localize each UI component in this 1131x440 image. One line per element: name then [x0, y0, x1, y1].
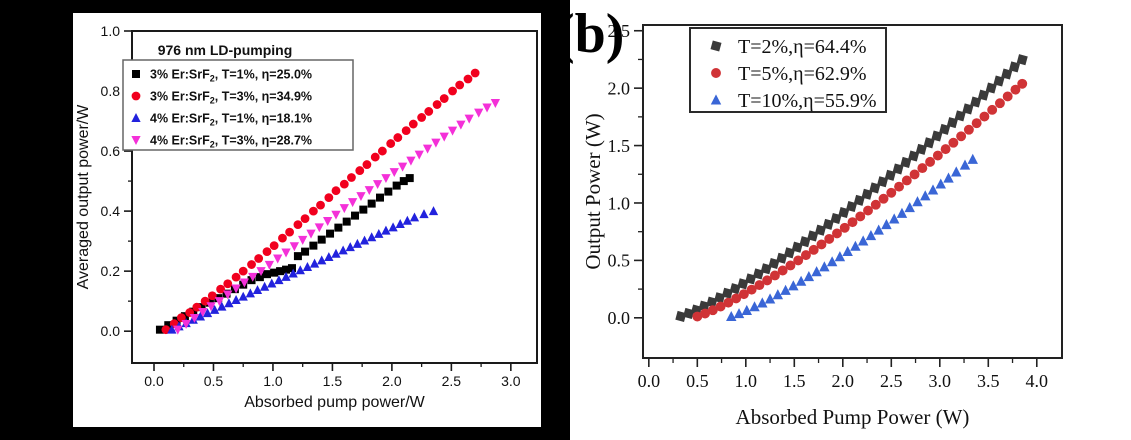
right-chart-panel: (b) 0.0 0.5 1.0 1.5 2.0 2.5 3.0 3.5 4.0 0.0 0.5 1.0…	[570, 0, 1131, 440]
axes: 0.0 0.5 1.0 1.5 2.0 2.5 3.0 0.0 0.2 0.4 0.6 0.8 1.0	[101, 23, 538, 389]
left-chart-figure: 0.0 0.5 1.0 1.5 2.0 2.5 3.0 0.0 0.2 0.4 0.6 0.8 1.0 A…	[75, 23, 538, 411]
x-tick-label: 1.5	[783, 371, 806, 391]
x-axis-label: Absorbed pump power/W	[244, 394, 425, 411]
x-tick-label: 1.0	[263, 373, 283, 389]
legend-item-label: T=5%,η=62.9%	[738, 63, 867, 85]
series-circle	[161, 68, 480, 335]
legend: 3% Er:SrF2, T=1%, η=25.0% 3% Er:SrF2, T=3…	[122, 59, 354, 151]
y-tick-label: 1.5	[608, 136, 631, 156]
x-tick-label: 2.5	[442, 373, 462, 389]
y-axis-label: Output Power (W)	[581, 113, 605, 269]
y-tick-label: 2.0	[608, 78, 631, 98]
x-axis-label: Absorbed Pump Power (W)	[736, 405, 970, 429]
left-chart-panel: 0.0 0.5 1.0 1.5 2.0 2.5 3.0 0.0 0.2 0.4 0.6 0.8 1.0 A…	[73, 13, 541, 427]
x-tick-label: 1.5	[323, 373, 343, 389]
legend: T=2%,η=64.4% T=5%,η=62.9% T=10%,η=55.9%	[689, 27, 887, 113]
x-tick-label: 0.0	[638, 371, 661, 391]
series-triangle-up	[726, 153, 978, 322]
x-tick-label: 0.5	[686, 371, 709, 391]
legend-item-label: 4% Er:SrF2, T=3%, η=28.7%	[150, 133, 312, 149]
y-tick-label: 0.5	[608, 251, 631, 271]
legend-item-label: 4% Er:SrF2, T=1%, η=18.1%	[150, 111, 312, 127]
x-tick-label: 3.0	[929, 371, 952, 391]
series-circle	[692, 78, 1028, 322]
x-tick-label: 0.0	[144, 373, 164, 389]
y-tick-label: 1.0	[101, 23, 121, 39]
y-axis-label: Averaged output power/W	[75, 104, 92, 290]
x-tick-label: 2.0	[382, 373, 402, 389]
right-chart-figure: 0.0 0.5 1.0 1.5 2.0 2.5 3.0 3.5 4.0 0.0 0.5 1.0 1.5 2…	[581, 21, 1063, 429]
x-tick-label: 2.0	[832, 371, 855, 391]
x-tick-label: 3.5	[977, 371, 1000, 391]
x-tick-label: 0.5	[204, 373, 224, 389]
legend-item-label: T=2%,η=64.4%	[738, 36, 867, 58]
x-tick-label: 4.0	[1026, 371, 1049, 391]
y-tick-label: 0.4	[101, 203, 121, 219]
y-tick-label: 0.0	[608, 308, 631, 328]
y-tick-label: 0.2	[101, 263, 121, 279]
series-square-tilt	[675, 54, 1028, 322]
x-tick-label: 1.0	[735, 371, 758, 391]
y-tick-label: 0.8	[101, 83, 121, 99]
y-tick-label: 1.0	[608, 193, 631, 213]
legend-item-label: T=10%,η=55.9%	[738, 90, 877, 112]
y-tick-label: 0.6	[101, 143, 121, 159]
legend-item-label: 3% Er:SrF2, T=3%, η=34.9%	[150, 89, 312, 105]
y-tick-label: 0.0	[101, 323, 121, 339]
series-triangle-up	[167, 206, 439, 334]
axes: 0.0 0.5 1.0 1.5 2.0 2.5 3.0 3.5 4.0 0.0 0.5 1.0 1.5 2…	[608, 21, 1063, 391]
panel-b-label: (b)	[570, 3, 625, 65]
y-tick-label: 2.5	[608, 21, 631, 41]
series-triangle-down	[173, 99, 501, 335]
x-tick-label: 2.5	[880, 371, 903, 391]
chart-title: 976 nm LD-pumping	[158, 42, 293, 58]
x-tick-label: 3.0	[501, 373, 521, 389]
legend-item-label: 3% Er:SrF2, T=1%, η=25.0%	[150, 67, 312, 83]
